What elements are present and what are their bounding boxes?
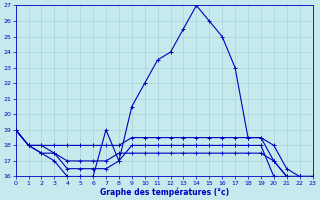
X-axis label: Graphe des températures (°c): Graphe des températures (°c) <box>100 187 229 197</box>
